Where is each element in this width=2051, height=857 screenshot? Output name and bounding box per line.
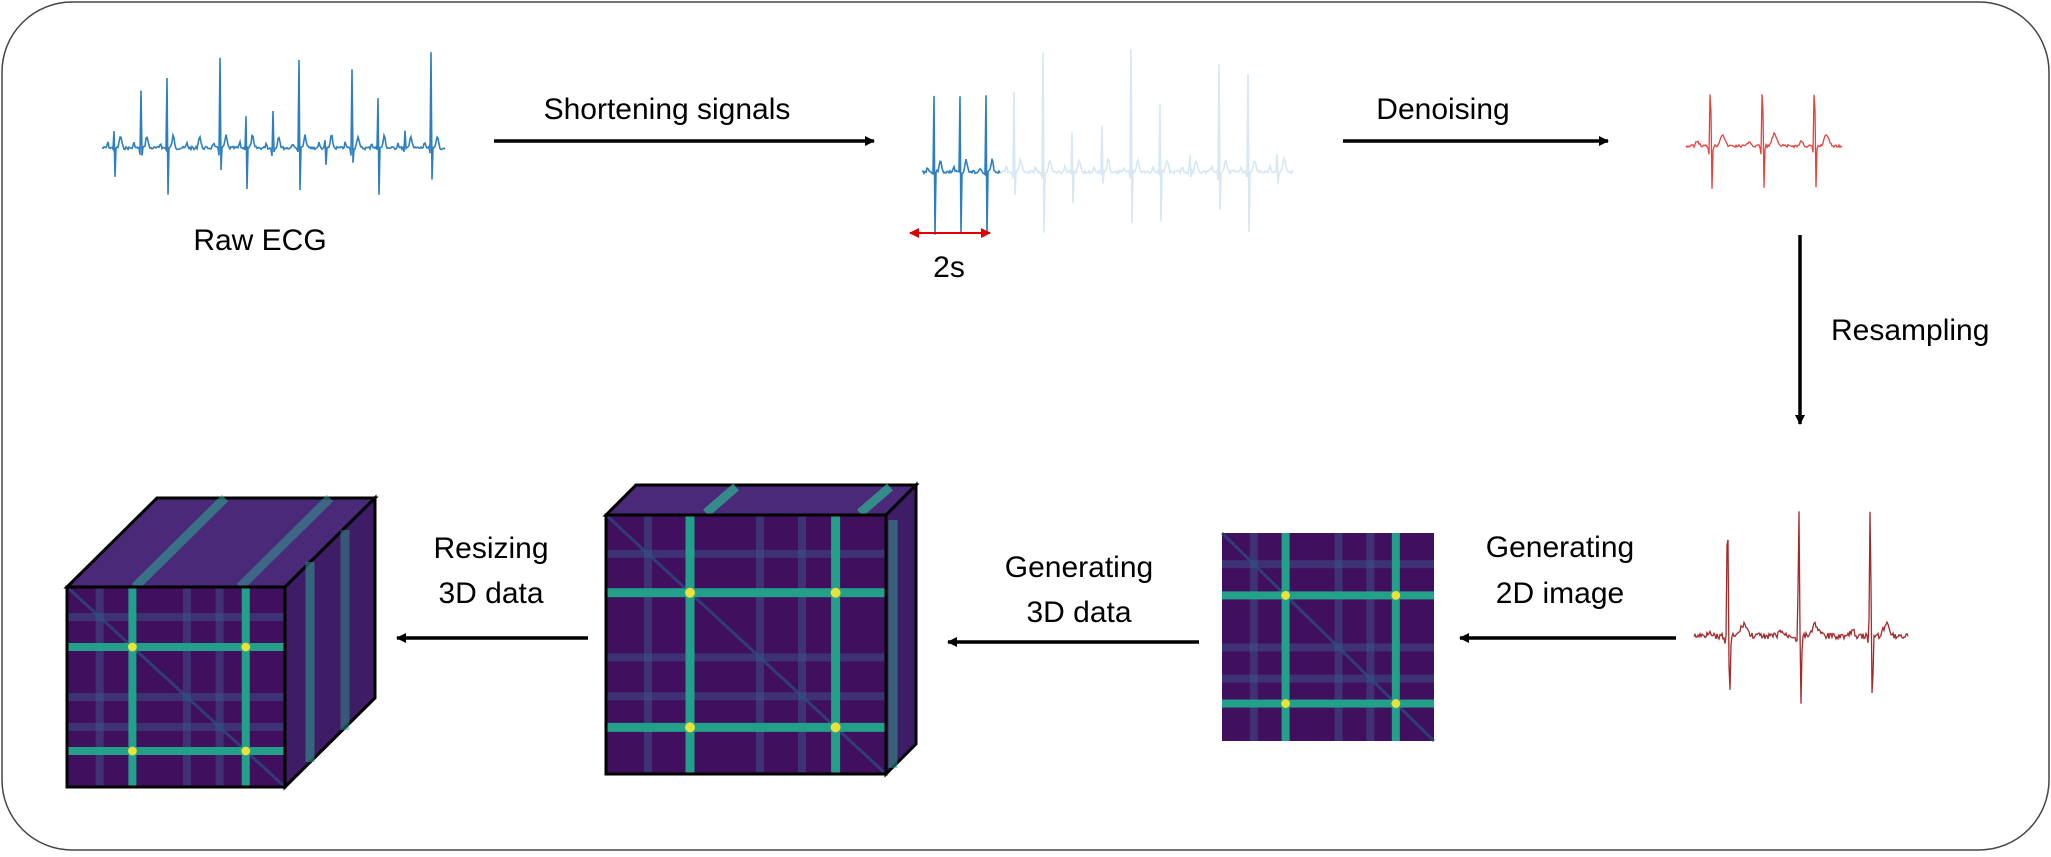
raw-ecg-waveform — [101, 52, 446, 195]
raw-ecg-label: Raw ECG — [193, 224, 326, 257]
resized-3d-data-cube — [63, 494, 379, 791]
generating-2d-label-2: 2D image — [1496, 577, 1624, 610]
faded-ecg-waveform — [999, 49, 1294, 233]
3d-data-cube — [602, 481, 920, 778]
duration-label: 2s — [933, 251, 965, 284]
generating-2d-label-1: Generating — [1486, 531, 1634, 564]
resampled-ecg-waveform — [1693, 511, 1909, 704]
resizing-label-2: 3D data — [438, 577, 543, 610]
shortening-label: Shortening signals — [544, 93, 791, 126]
resizing-label-1: Resizing — [433, 532, 548, 565]
denoising-label: Denoising — [1376, 93, 1509, 126]
generating-3d-label-1: Generating — [1005, 551, 1153, 584]
generating-3d-label-2: 3D data — [1026, 596, 1131, 629]
shortened-ecg-waveform — [921, 95, 1001, 235]
denoised-ecg-waveform — [1685, 94, 1843, 189]
2d-image — [1220, 531, 1436, 743]
resampling-label: Resampling — [1831, 314, 1989, 347]
